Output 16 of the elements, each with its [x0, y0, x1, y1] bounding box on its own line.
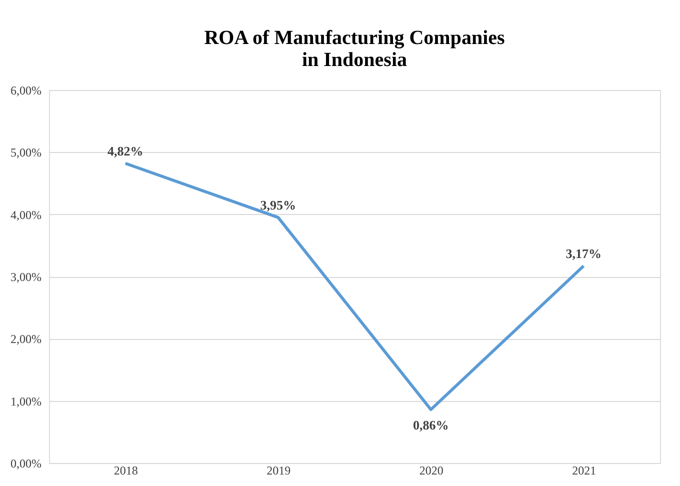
x-tick-label: 2019	[266, 464, 291, 478]
y-tick-label: 3,00%	[10, 270, 42, 284]
y-tick-label: 2,00%	[10, 332, 42, 346]
text: 3,95%	[260, 197, 296, 212]
y-tick-label: 4,00%	[10, 208, 42, 222]
x-tick-label: 2021	[572, 464, 596, 478]
text: 0,86%	[413, 418, 449, 433]
text: 3,17%	[566, 246, 602, 261]
y-tick-label: 1,00%	[10, 394, 42, 408]
y-tick-label: 0,00%	[10, 456, 42, 470]
text: 4,82%	[108, 143, 144, 158]
x-tick-label: 2018	[114, 464, 138, 478]
y-tick-label: 5,00%	[10, 146, 42, 160]
chart-title: ROA of Manufacturing Companies in Indonesia	[204, 27, 505, 71]
x-tick-label: 2020	[419, 464, 444, 478]
y-tick-label: 6,00%	[10, 84, 42, 98]
